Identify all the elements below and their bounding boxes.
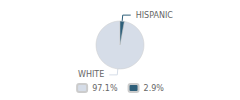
svg-text:HISPANIC: HISPANIC (136, 11, 174, 20)
svg-text:WHITE: WHITE (78, 70, 104, 79)
svg-text:2.9%: 2.9% (144, 84, 165, 93)
svg-text:97.1%: 97.1% (92, 84, 118, 93)
